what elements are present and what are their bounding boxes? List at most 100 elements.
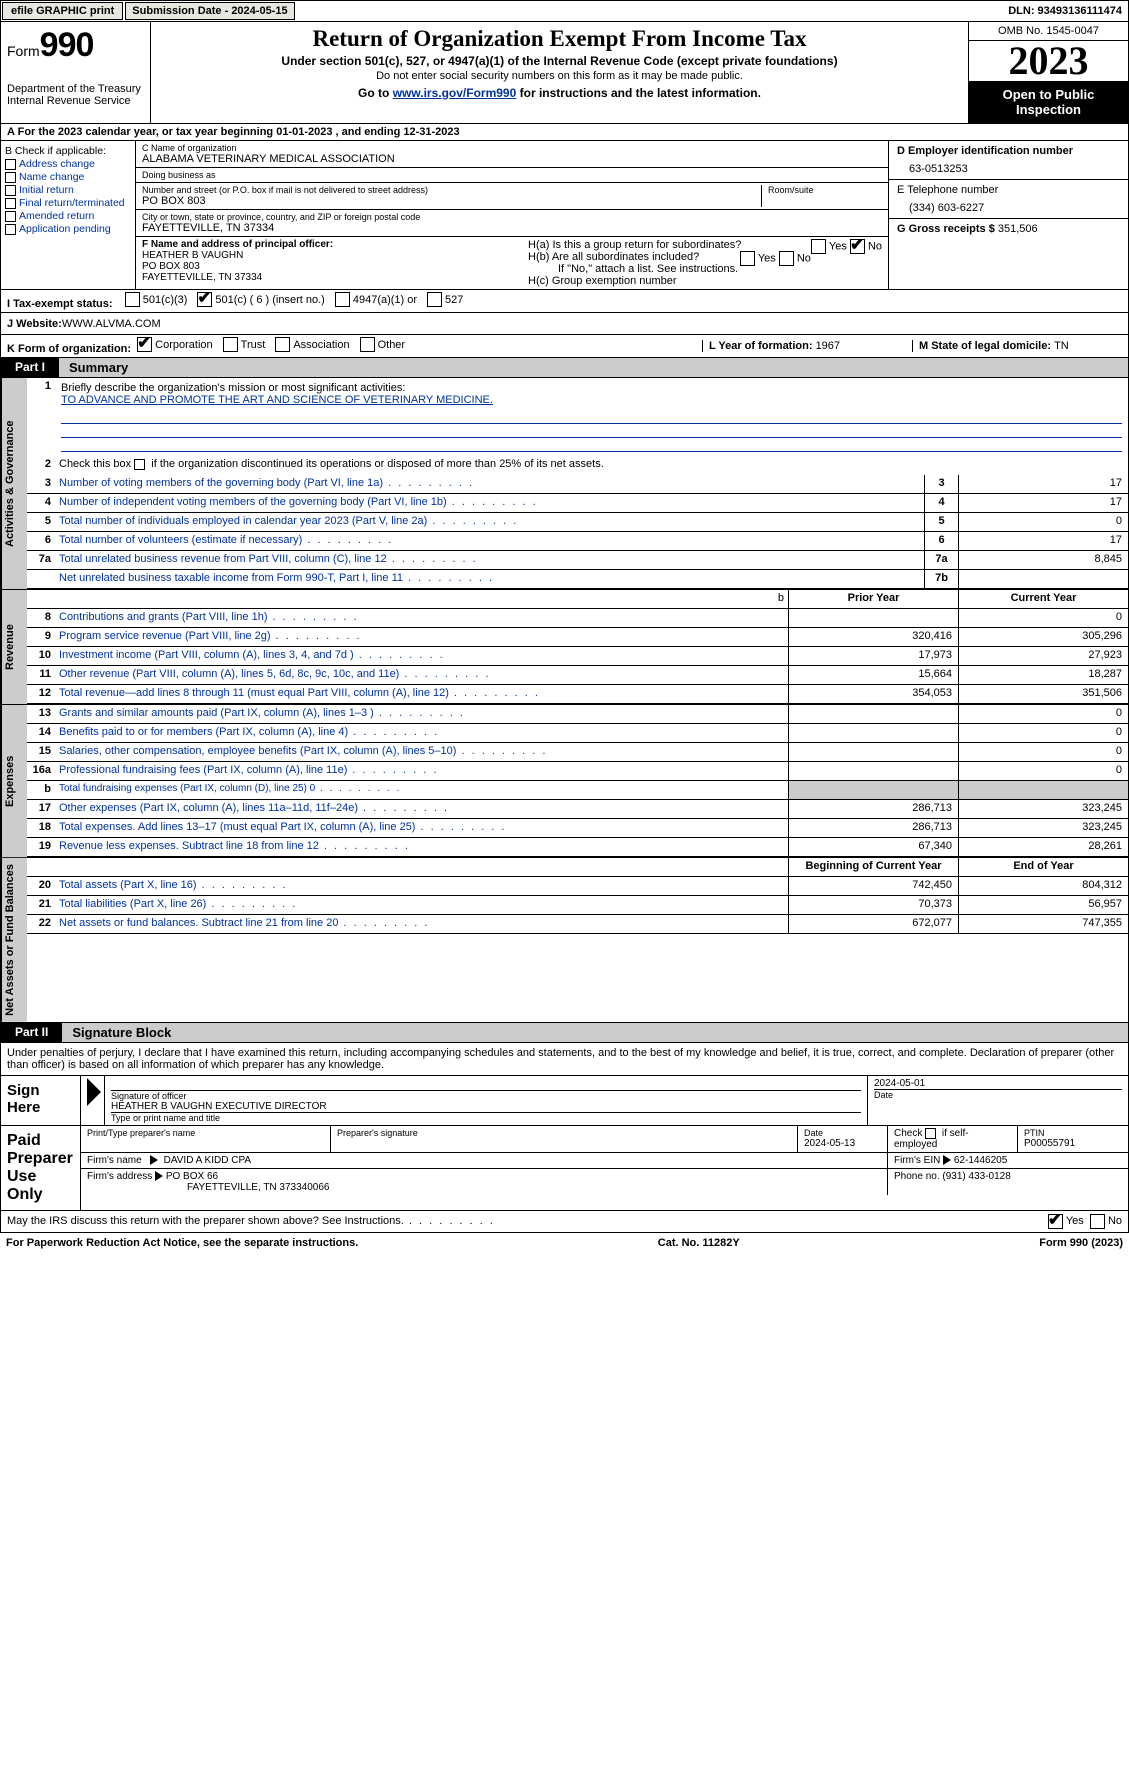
dba-label: Doing business as: [142, 170, 882, 180]
discuss-yes-checkbox[interactable]: [1048, 1214, 1063, 1229]
summary-row: 18Total expenses. Add lines 13–17 (must …: [27, 819, 1128, 838]
open-to-public: Open to Public Inspection: [969, 81, 1128, 123]
line1-label: Briefly describe the organization's miss…: [61, 382, 405, 394]
website-label: J Website:: [7, 318, 62, 330]
part-ii-header: Part II Signature Block: [0, 1023, 1129, 1043]
summary-row: Net unrelated business taxable income fr…: [27, 570, 1128, 589]
firm-phone-value: (931) 433-0128: [942, 1171, 1010, 1182]
summary-row: 22Net assets or fund balances. Subtract …: [27, 915, 1128, 934]
form-org-option[interactable]: Corporation: [137, 337, 212, 352]
mission-text: TO ADVANCE AND PROMOTE THE ART AND SCIEN…: [61, 394, 493, 406]
firm-ein-label: Firm's EIN: [894, 1155, 940, 1166]
officer-signature-name: HEATHER B VAUGHN EXECUTIVE DIRECTOR: [111, 1101, 861, 1112]
vtab-revenue: Revenue: [1, 590, 27, 704]
officer-label: F Name and address of principal officer:: [142, 239, 522, 250]
part-i-header: Part I Summary: [0, 358, 1129, 378]
summary-row: 13Grants and similar amounts paid (Part …: [27, 705, 1128, 724]
summary-row: 16aProfessional fundraising fees (Part I…: [27, 762, 1128, 781]
form-org-option[interactable]: Other: [360, 337, 406, 352]
section-b-item[interactable]: Application pending: [5, 223, 131, 235]
cat-no: Cat. No. 11282Y: [358, 1237, 1039, 1249]
summary-netassets: Net Assets or Fund Balances Beginning of…: [0, 857, 1129, 1023]
section-d: D Employer identification number 63-0513…: [888, 141, 1128, 289]
form-org-label: K Form of organization:: [7, 343, 131, 355]
ssn-warning: Do not enter social security numbers on …: [161, 70, 958, 82]
summary-row: 4Number of independent voting members of…: [27, 494, 1128, 513]
self-employed: Check if self-employed: [888, 1126, 1018, 1152]
section-b-item[interactable]: Amended return: [5, 210, 131, 222]
date-label: Date: [874, 1090, 1122, 1100]
section-klm: K Form of organization: Corporation Trus…: [0, 335, 1129, 358]
ptin-label: PTIN: [1024, 1128, 1122, 1138]
summary-row: 20Total assets (Part X, line 16)742,4508…: [27, 877, 1128, 896]
arrow-icon: [943, 1155, 951, 1165]
paid-preparer-label: Paid Preparer Use Only: [1, 1126, 81, 1210]
gross-value: 351,506: [998, 223, 1038, 235]
footer-line: For Paperwork Reduction Act Notice, see …: [0, 1233, 1129, 1253]
org-name-label: C Name of organization: [142, 143, 882, 153]
section-b-item[interactable]: Initial return: [5, 184, 131, 196]
summary-row: 12Total revenue—add lines 8 through 11 (…: [27, 685, 1128, 704]
vtab-expenses: Expenses: [1, 705, 27, 857]
sign-here-block: Sign Here Signature of officer HEATHER B…: [0, 1076, 1129, 1126]
prep-date-label: Date: [804, 1128, 881, 1138]
section-b-item[interactable]: Address change: [5, 158, 131, 170]
firm-addr2: FAYETTEVILLE, TN 373340066: [87, 1182, 330, 1193]
officer-name: HEATHER B VAUGHN: [142, 250, 522, 261]
sign-here-label: Sign Here: [1, 1076, 81, 1125]
summary-revenue: Revenue b Prior Year Current Year 8Contr…: [0, 589, 1129, 704]
discuss-row: May the IRS discuss this return with the…: [0, 1211, 1129, 1233]
summary-row: 17Other expenses (Part IX, column (A), l…: [27, 800, 1128, 819]
type-name-label: Type or print name and title: [111, 1112, 861, 1123]
form-org-option[interactable]: Trust: [223, 337, 266, 352]
section-b-item[interactable]: Name change: [5, 171, 131, 183]
self-emp-checkbox[interactable]: [925, 1128, 936, 1139]
summary-row: bTotal fundraising expenses (Part IX, co…: [27, 781, 1128, 800]
form-org-option[interactable]: Association: [275, 337, 349, 352]
line2-checkbox[interactable]: [134, 459, 145, 470]
ein-value: 63-0513253: [897, 157, 1120, 175]
tax-exempt-option[interactable]: 527: [427, 292, 463, 307]
year-formation: L Year of formation: 1967: [702, 340, 912, 352]
firm-name-value: DAVID A KIDD CPA: [164, 1155, 251, 1166]
part-i-name: Summary: [59, 358, 1128, 377]
website-value: WWW.ALVMA.COM: [62, 318, 161, 330]
irs-link[interactable]: www.irs.gov/Form990: [393, 86, 517, 100]
ha-yes-checkbox[interactable]: [811, 239, 826, 254]
form-header: Form990 Department of the Treasury Inter…: [0, 22, 1129, 124]
summary-row: 6Total number of volunteers (estimate if…: [27, 532, 1128, 551]
efile-print-button[interactable]: efile GRAPHIC print: [2, 2, 123, 20]
officer-addr1: PO BOX 803: [142, 261, 522, 272]
section-b-item[interactable]: Final return/terminated: [5, 197, 131, 209]
line2-text: Check this box if the organization disco…: [55, 456, 1128, 475]
tax-exempt-option[interactable]: 4947(a)(1) or: [335, 292, 417, 307]
firm-addr-label: Firm's address: [87, 1171, 152, 1182]
firm-phone-label: Phone no.: [894, 1171, 940, 1182]
signature-intro: Under penalties of perjury, I declare th…: [0, 1043, 1129, 1076]
summary-row: 19Revenue less expenses. Subtract line 1…: [27, 838, 1128, 857]
room-label: Room/suite: [768, 185, 882, 195]
sig-date-value: 2024-05-01: [874, 1078, 1122, 1090]
arrow-icon: [150, 1155, 158, 1165]
discuss-no-checkbox[interactable]: [1090, 1214, 1105, 1229]
hb-no-checkbox[interactable]: [779, 251, 794, 266]
ptin-value: P00055791: [1024, 1138, 1122, 1149]
dept-label: Department of the Treasury Internal Reve…: [7, 83, 144, 107]
phone-value: (334) 603-6227: [897, 196, 1120, 214]
tax-exempt-label: I Tax-exempt status:: [7, 298, 113, 310]
summary-row: 8Contributions and grants (Part VIII, li…: [27, 609, 1128, 628]
vtab-governance: Activities & Governance: [1, 378, 27, 589]
ha-no-checkbox[interactable]: [850, 239, 865, 254]
arrow-icon: [155, 1171, 163, 1181]
hb-yes-checkbox[interactable]: [740, 251, 755, 266]
part-ii-name: Signature Block: [62, 1023, 1128, 1042]
summary-row: 3Number of voting members of the governi…: [27, 475, 1128, 494]
tax-exempt-option[interactable]: 501(c) ( 6 ) (insert no.): [197, 292, 324, 307]
summary-row: 21Total liabilities (Part X, line 26)70,…: [27, 896, 1128, 915]
city-value: FAYETTEVILLE, TN 37334: [142, 222, 882, 234]
section-b: B Check if applicable: Address changeNam…: [1, 141, 136, 289]
tax-exempt-option[interactable]: 501(c)(3): [125, 292, 188, 307]
summary-row: 5Total number of individuals employed in…: [27, 513, 1128, 532]
dln: DLN: 93493136111474: [1002, 3, 1128, 19]
discuss-text: May the IRS discuss this return with the…: [7, 1215, 1048, 1227]
